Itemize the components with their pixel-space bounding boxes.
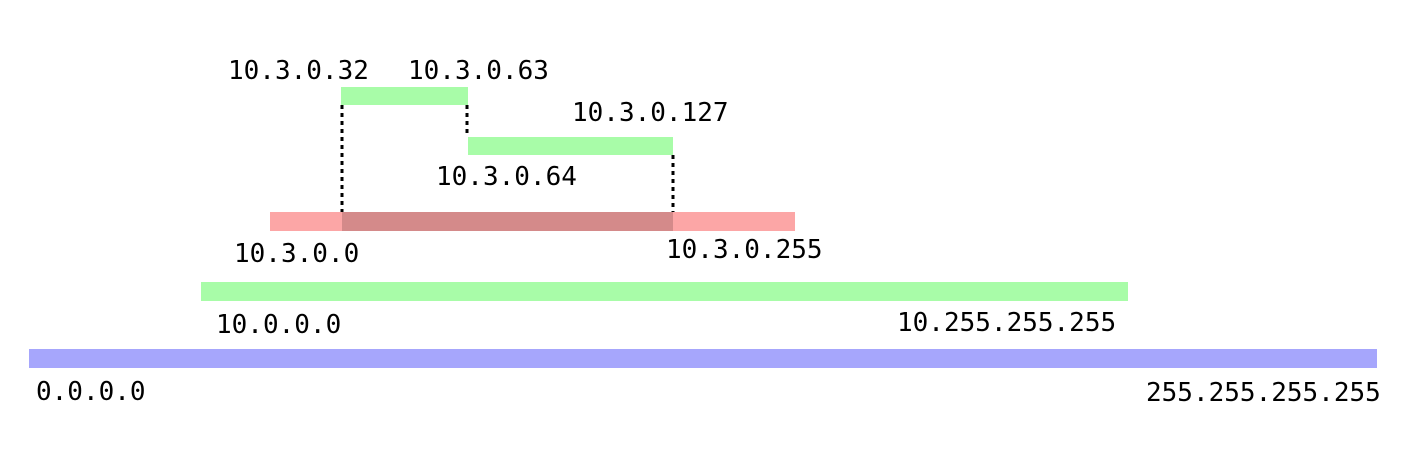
label-net-10-start: 10.0.0.0 [216, 310, 341, 340]
subnet-bar-64-127 [468, 137, 673, 155]
label-sub-a-end: 10.3.0.63 [408, 56, 549, 86]
label-net-10-end: 10.255.255.255 [897, 308, 1116, 338]
range-bar-overlap [342, 212, 673, 231]
label-all-end: 255.255.255.255 [1146, 378, 1381, 408]
subnet-bar-32-63 [341, 87, 468, 105]
label-sub-b-end: 10.3.0.127 [572, 98, 729, 128]
range-bar-all [29, 349, 1377, 368]
label-all-start: 0.0.0.0 [36, 377, 146, 407]
label-net-10-3-start: 10.3.0.0 [234, 239, 359, 269]
label-sub-b-start: 10.3.0.64 [436, 162, 577, 192]
range-bar-10 [201, 282, 1128, 301]
label-net-10-3-end: 10.3.0.255 [666, 235, 823, 265]
label-sub-a-start: 10.3.0.32 [228, 56, 369, 86]
